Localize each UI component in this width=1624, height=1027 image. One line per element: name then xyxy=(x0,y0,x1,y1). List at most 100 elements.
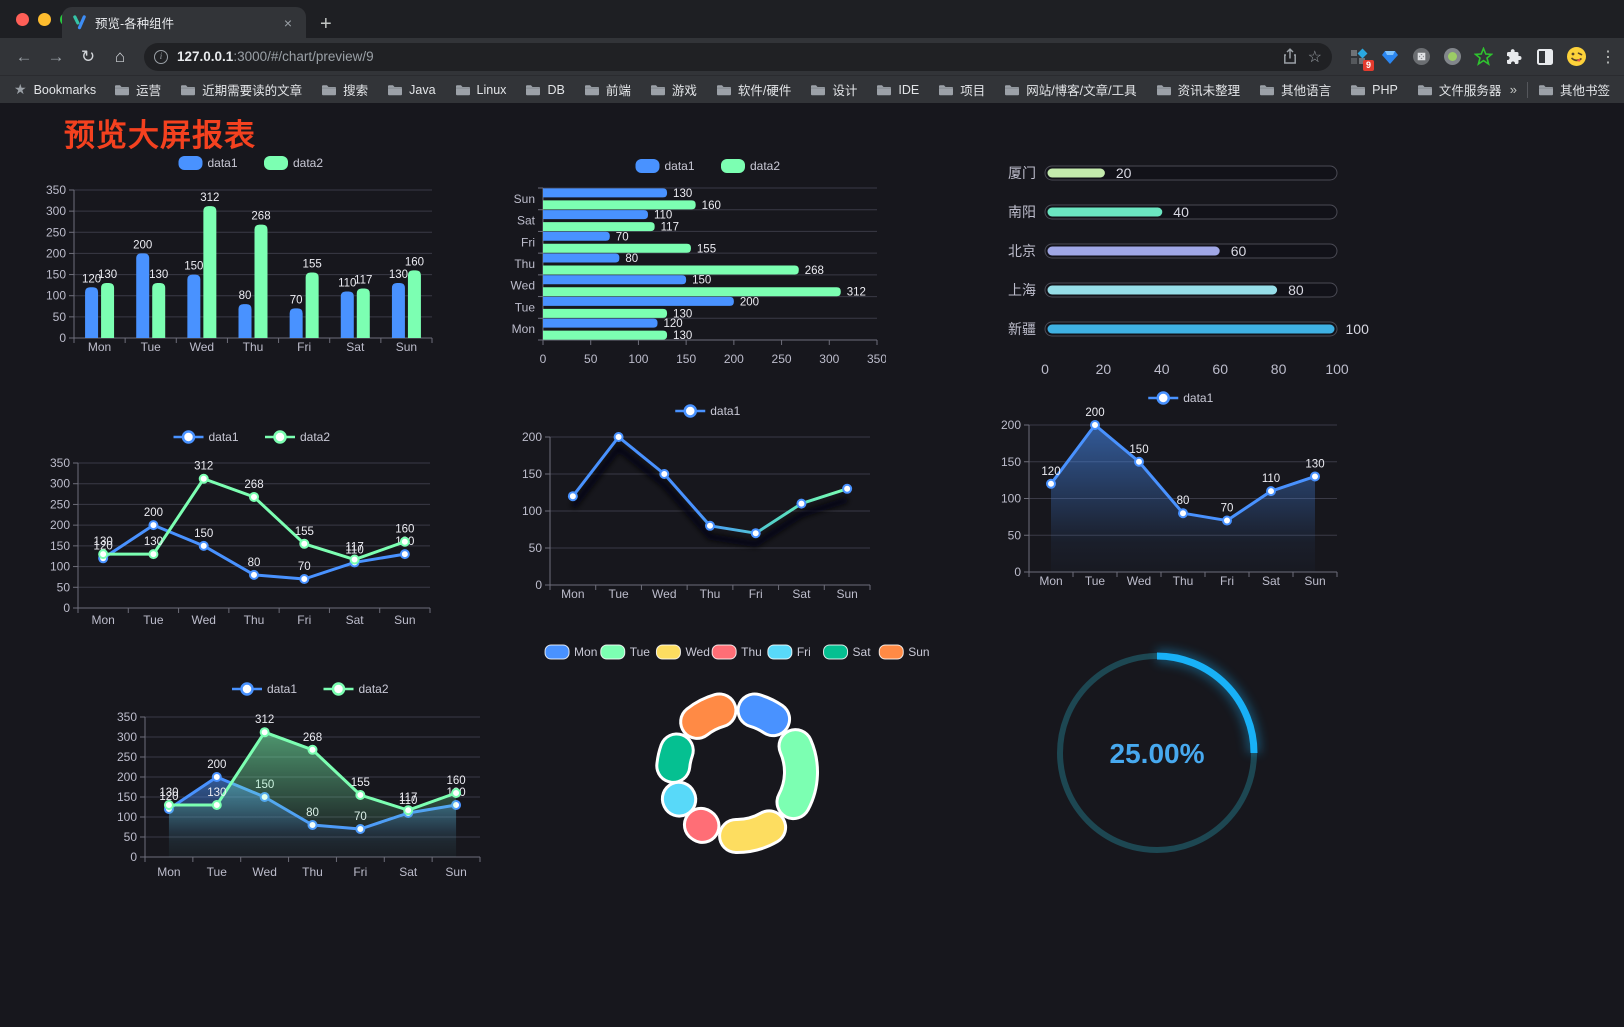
bookmark-folder-label: Linux xyxy=(476,82,507,97)
svg-text:Thu: Thu xyxy=(700,587,721,601)
url-bar[interactable]: i 127.0.0.1:3000/#/chart/preview/9 ☆ xyxy=(144,42,1332,71)
chart-canvas-capsule-progress[interactable]: 厦门 20 南阳 40 北京 60 上海 80 新疆 100 0 20 40 60 80 100 xyxy=(985,158,1385,388)
svg-text:Tue: Tue xyxy=(608,587,629,601)
page-info-icon[interactable]: i xyxy=(154,49,168,64)
share-icon[interactable] xyxy=(1282,48,1298,65)
bookmark-folder[interactable]: DB xyxy=(525,83,565,97)
dashboard-page: 预览大屏报表 data1 data2 0 50 100 150 200 250 300 350 Mo… xyxy=(0,103,1624,1027)
svg-text:Mon: Mon xyxy=(561,587,584,601)
bookmark-folder[interactable]: 前端 xyxy=(584,80,631,99)
svg-text:Mon: Mon xyxy=(157,865,180,879)
bookmarks-label[interactable]: Bookmarks xyxy=(33,82,97,97)
extension-grid-icon[interactable]: 9 xyxy=(1348,46,1374,71)
svg-text:80: 80 xyxy=(1177,495,1190,507)
back-icon[interactable]: ← xyxy=(15,46,33,66)
bookmark-folder[interactable]: IDE xyxy=(876,83,919,97)
svg-text:130: 130 xyxy=(149,269,168,281)
home-icon[interactable]: ⌂ xyxy=(114,46,126,66)
bookmark-folder[interactable]: 运营 xyxy=(114,80,161,99)
extension-command-icon[interactable] xyxy=(1410,46,1432,68)
svg-text:Mon: Mon xyxy=(1039,574,1062,588)
bookmark-folder[interactable]: 文件服务器 xyxy=(1417,80,1501,99)
svg-text:70: 70 xyxy=(298,561,311,573)
bookmarks-overflow-icon[interactable]: » xyxy=(1509,82,1517,97)
svg-text:Mon: Mon xyxy=(91,613,114,627)
bookmark-folder[interactable]: Linux xyxy=(455,82,507,97)
svg-text:100: 100 xyxy=(1346,321,1370,337)
bookmark-folder[interactable]: 项目 xyxy=(938,80,985,99)
chart-canvas-donut-pie[interactable]: Mon Tue Wed Thu Fri Sat Sun xyxy=(525,638,950,888)
other-bookmarks-folder[interactable]: 其他书签 xyxy=(1538,80,1610,99)
bookmarks-star-icon[interactable]: ★ xyxy=(14,81,27,97)
svg-text:Mon: Mon xyxy=(574,645,597,659)
profile-avatar-emoji[interactable] xyxy=(1565,46,1587,68)
svg-text:120: 120 xyxy=(664,318,683,330)
minimize-window-button[interactable] xyxy=(38,13,51,26)
menu-kebab-icon[interactable]: ⋮ xyxy=(1600,48,1616,66)
svg-text:150: 150 xyxy=(50,539,70,553)
reload-icon[interactable]: ↻ xyxy=(80,46,96,66)
svg-text:40: 40 xyxy=(1154,361,1170,377)
extension-gem-icon[interactable] xyxy=(1379,46,1401,68)
bookmarks-right-group: » 其他书签 xyxy=(1510,80,1610,99)
chart-canvas-area-single[interactable]: data1 0 50 100 150 200 Mon Tue Wed Thu Fri Sat Sun 12… xyxy=(985,388,1350,600)
bookmark-folder[interactable]: 网站/博客/文章/工具 xyxy=(1004,80,1137,99)
chart-canvas-bar-horizontal[interactable]: data1 data2 Mon Tue Wed Thu Fri Sat Sun 0 50 100 150… xyxy=(498,155,887,370)
svg-text:130: 130 xyxy=(144,536,163,548)
bookmark-folder[interactable]: Java xyxy=(387,83,436,97)
svg-text:200: 200 xyxy=(117,770,137,784)
svg-text:Tue: Tue xyxy=(143,613,164,627)
svg-text:150: 150 xyxy=(1129,444,1148,456)
svg-text:Wed: Wed xyxy=(252,865,276,879)
extension-record-icon[interactable] xyxy=(1441,46,1463,68)
bookmark-star-icon[interactable]: ☆ xyxy=(1307,48,1322,66)
svg-text:0: 0 xyxy=(1041,361,1049,377)
svg-text:100: 100 xyxy=(1325,361,1349,377)
bookmark-folder[interactable]: 资讯未整理 xyxy=(1156,80,1240,99)
url-text[interactable]: 127.0.0.1:3000/#/chart/preview/9 xyxy=(177,49,374,64)
svg-text:120: 120 xyxy=(82,273,101,285)
chart-canvas-line-gradient-shadow[interactable]: data1 0 50 100 150 200 Mon Tue Wed Thu Fri Sat Sun xyxy=(498,396,883,611)
bookmark-folder[interactable]: 其他语言 xyxy=(1259,80,1331,99)
svg-text:350: 350 xyxy=(50,456,70,470)
chart-capsule-progress: 厦门 20 南阳 40 北京 60 上海 80 新疆 100 0 20 40 60 80 100 xyxy=(985,158,1385,388)
bookmark-folder[interactable]: PHP xyxy=(1350,83,1398,97)
close-window-button[interactable] xyxy=(16,13,29,26)
chart-canvas-gauge-progress[interactable]: 25.00% xyxy=(1045,641,1269,865)
bookmark-folder-label: 近期需要读的文章 xyxy=(202,84,303,98)
svg-text:130: 130 xyxy=(389,269,408,281)
extension-contrast-icon[interactable] xyxy=(1534,46,1556,68)
svg-text:110: 110 xyxy=(1262,473,1280,485)
chart-legend: data1 data2 xyxy=(635,159,780,173)
extension-star-icon[interactable] xyxy=(1472,46,1494,68)
chart-canvas-bar-vertical[interactable]: data1 data2 0 50 100 150 200 250 300 350 Mon Tue Wed… xyxy=(40,150,440,365)
bookmark-folder[interactable]: 搜索 xyxy=(321,80,368,99)
chart-gauge-progress: 25.00% xyxy=(1045,641,1269,865)
svg-text:50: 50 xyxy=(57,580,71,594)
tab-close-icon[interactable]: × xyxy=(283,14,292,31)
extensions-puzzle-icon[interactable] xyxy=(1503,46,1525,68)
chart-legend: Mon Tue Wed Thu Fri Sat Sun xyxy=(544,644,930,660)
forward-icon[interactable]: → xyxy=(47,46,65,66)
chart-canvas-area-two-series[interactable]: data1 data2 0 50 100 150 200 250 300 350 Mon Tue Wed… xyxy=(95,675,495,890)
chart-legend: data1 xyxy=(675,404,741,418)
svg-text:上海: 上海 xyxy=(1008,282,1036,298)
svg-text:80: 80 xyxy=(239,290,252,302)
svg-text:50: 50 xyxy=(1008,528,1022,542)
svg-text:Wed: Wed xyxy=(191,613,215,627)
chart-canvas-line-two-series[interactable]: data1 data2 0 50 100 150 200 250 300 350 Mon Tue Wed… xyxy=(40,425,440,637)
svg-text:200: 200 xyxy=(724,352,744,366)
bookmark-folder[interactable]: 软件/硬件 xyxy=(716,80,791,99)
svg-text:312: 312 xyxy=(194,461,213,473)
browser-tab[interactable]: 预览-各种组件 × xyxy=(62,7,306,38)
svg-text:Sat: Sat xyxy=(792,587,811,601)
bookmark-folder-label: IDE xyxy=(898,82,920,97)
new-tab-button[interactable]: + xyxy=(320,13,332,35)
bookmark-folder[interactable]: 游戏 xyxy=(650,80,697,99)
svg-text:100: 100 xyxy=(628,352,648,366)
svg-text:Mon: Mon xyxy=(512,322,535,336)
svg-text:Fri: Fri xyxy=(353,865,367,879)
bookmark-folder[interactable]: 近期需要读的文章 xyxy=(180,80,302,99)
svg-text:Wed: Wed xyxy=(685,645,709,659)
bookmark-folder[interactable]: 设计 xyxy=(810,80,857,99)
